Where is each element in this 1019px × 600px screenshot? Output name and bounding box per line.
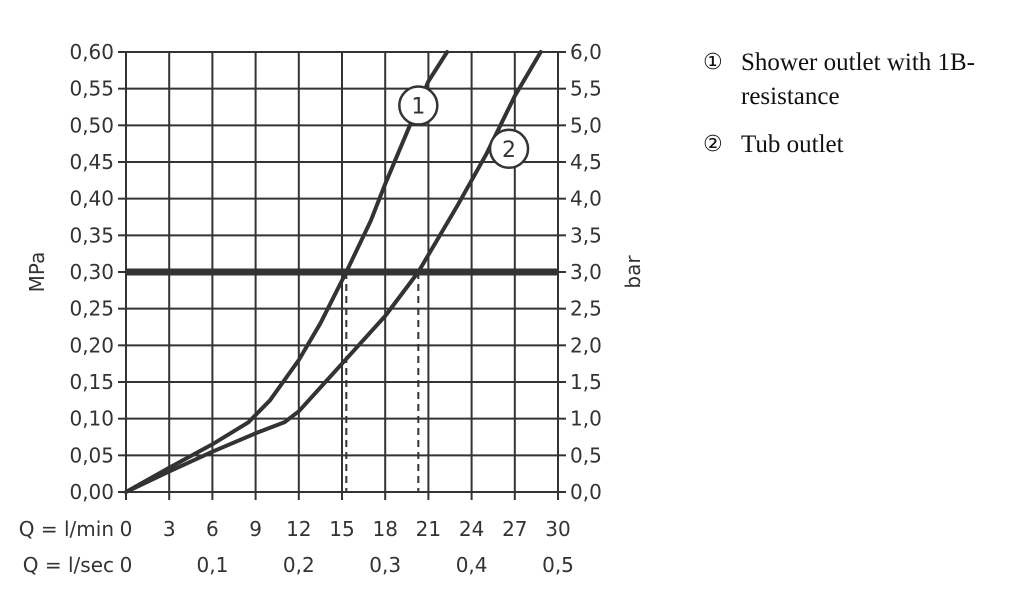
series-line-2 bbox=[124, 50, 543, 494]
x-tick-label: 0,5 bbox=[542, 553, 574, 577]
legend-marker-2: ② bbox=[703, 132, 723, 157]
x-tick-label: 15 bbox=[329, 517, 354, 541]
y-tick-label-left: 0,00 bbox=[69, 480, 114, 504]
series-group: 12 bbox=[124, 50, 543, 494]
y-tick-label-left: 0,25 bbox=[69, 297, 114, 321]
y-tick-label-right: 3,5 bbox=[570, 223, 602, 247]
legend: ① Shower outlet with 1B-resistance ② Tub… bbox=[703, 46, 1013, 176]
reference-lines bbox=[126, 268, 558, 492]
y-tick-label-left: 0,15 bbox=[69, 370, 114, 394]
y-tick-label-right: 4,5 bbox=[570, 150, 602, 174]
y-tick-label-left: 0,30 bbox=[69, 260, 114, 284]
y-tick-label-right: 5,5 bbox=[570, 77, 602, 101]
x-tick-label: 0,4 bbox=[456, 553, 488, 577]
y-tick-label-right: 1,0 bbox=[570, 407, 602, 431]
y-tick-label-left: 0,55 bbox=[69, 77, 114, 101]
legend-text-1: Shower outlet with 1B-resistance bbox=[741, 49, 976, 110]
series-label-circle-1 bbox=[398, 85, 439, 126]
y-axis-title-right: bar bbox=[621, 255, 645, 289]
x-tick-label: 30 bbox=[545, 517, 570, 541]
x-tick-label: 6 bbox=[206, 517, 219, 541]
y-tick-label-right: 3,0 bbox=[570, 260, 602, 284]
x-tick-label: 0 bbox=[120, 553, 133, 577]
y-tick-label-right: 0,0 bbox=[570, 480, 602, 504]
legend-text-2: Tub outlet bbox=[741, 131, 844, 158]
y-tick-label-right: 2,0 bbox=[570, 333, 602, 357]
x-tick-label: 18 bbox=[372, 517, 397, 541]
y-tick-label-left: 0,45 bbox=[69, 150, 114, 174]
x-tick-label: 27 bbox=[502, 517, 527, 541]
x-tick-label: 21 bbox=[416, 517, 441, 541]
axes bbox=[118, 51, 566, 500]
legend-marker-1: ① bbox=[703, 50, 723, 75]
y-tick-label-left: 0,60 bbox=[69, 40, 114, 64]
chart: 12 0,000,050,100,150,200,250,300,350,400… bbox=[19, 40, 645, 577]
y-tick-label-right: 2,5 bbox=[570, 297, 602, 321]
x-row-prefix-2: Q = l/sec bbox=[23, 553, 114, 577]
y-tick-label-right: 6,0 bbox=[570, 40, 602, 64]
series-label-2: 2 bbox=[502, 138, 516, 163]
legend-item-1: ① Shower outlet with 1B-resistance bbox=[703, 46, 1013, 114]
x-tick-label: 0,2 bbox=[283, 553, 315, 577]
x-tick-label: 3 bbox=[163, 517, 176, 541]
x-tick-label: 9 bbox=[249, 517, 262, 541]
y-tick-label-right: 4,0 bbox=[570, 187, 602, 211]
series-line-1 bbox=[124, 50, 450, 494]
y-tick-label-left: 0,20 bbox=[69, 333, 114, 357]
x-row-prefix-1: Q = l/min bbox=[19, 517, 114, 541]
x-tick-label: 0 bbox=[120, 517, 133, 541]
y-tick-label-left: 0,35 bbox=[69, 223, 114, 247]
y-tick-label-left: 0,40 bbox=[69, 187, 114, 211]
y-tick-label-right: 5,0 bbox=[570, 113, 602, 137]
tick-labels: 0,000,050,100,150,200,250,300,350,400,45… bbox=[19, 40, 645, 577]
y-tick-label-right: 0,5 bbox=[570, 443, 602, 467]
y-tick-label-left: 0,05 bbox=[69, 443, 114, 467]
series-label-circle-2 bbox=[488, 128, 530, 170]
x-tick-label: 0,3 bbox=[369, 553, 401, 577]
y-axis-title-left: MPa bbox=[25, 252, 49, 293]
y-tick-label-left: 0,10 bbox=[69, 407, 114, 431]
x-tick-label: 0,1 bbox=[196, 553, 228, 577]
legend-item-2: ② Tub outlet bbox=[703, 128, 1013, 162]
series-label-1: 1 bbox=[411, 95, 425, 120]
y-tick-label-left: 0,50 bbox=[69, 113, 114, 137]
x-tick-label: 24 bbox=[459, 517, 484, 541]
y-tick-label-right: 1,5 bbox=[570, 370, 602, 394]
x-tick-label: 12 bbox=[286, 517, 311, 541]
